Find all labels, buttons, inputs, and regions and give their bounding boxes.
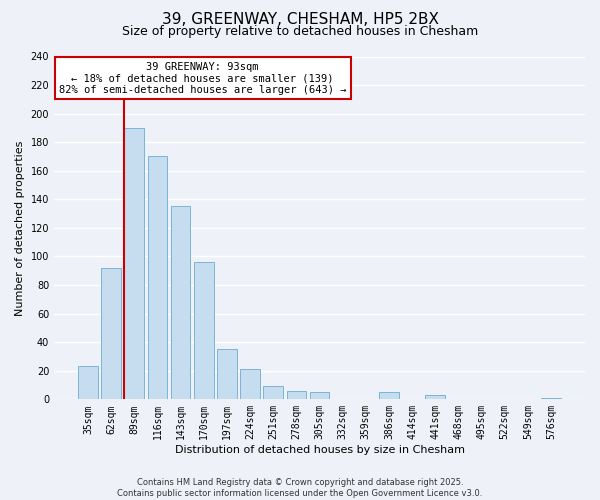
Bar	[310, 392, 329, 400]
Bar	[425, 395, 445, 400]
X-axis label: Distribution of detached houses by size in Chesham: Distribution of detached houses by size …	[175, 445, 464, 455]
Bar	[217, 350, 237, 400]
Bar	[240, 370, 260, 400]
Bar	[124, 128, 144, 400]
Bar	[101, 268, 121, 400]
Text: 39, GREENWAY, CHESHAM, HP5 2BX: 39, GREENWAY, CHESHAM, HP5 2BX	[161, 12, 439, 28]
Bar	[287, 391, 306, 400]
Bar	[171, 206, 190, 400]
Bar	[78, 366, 98, 400]
Bar	[148, 156, 167, 400]
Bar	[194, 262, 214, 400]
Text: Contains HM Land Registry data © Crown copyright and database right 2025.
Contai: Contains HM Land Registry data © Crown c…	[118, 478, 482, 498]
Y-axis label: Number of detached properties: Number of detached properties	[15, 140, 25, 316]
Bar	[379, 392, 399, 400]
Text: Size of property relative to detached houses in Chesham: Size of property relative to detached ho…	[122, 25, 478, 38]
Text: 39 GREENWAY: 93sqm
← 18% of detached houses are smaller (139)
82% of semi-detach: 39 GREENWAY: 93sqm ← 18% of detached hou…	[59, 62, 346, 95]
Bar	[263, 386, 283, 400]
Bar	[541, 398, 561, 400]
